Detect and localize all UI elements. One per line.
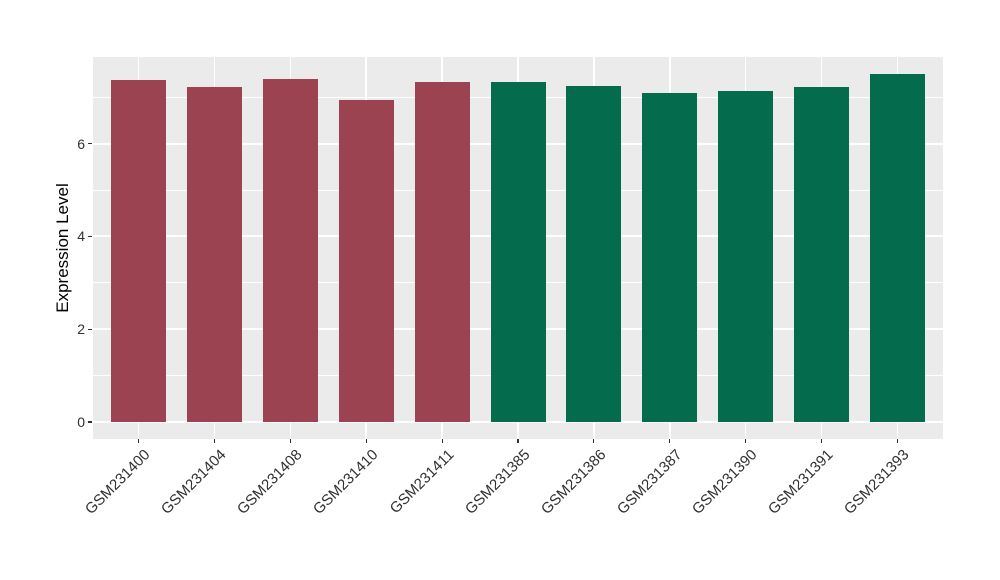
- x-tick: [289, 439, 291, 443]
- bar-GSM231386: [566, 85, 622, 422]
- bar-GSM231393: [869, 73, 925, 422]
- y-axis-title: Expression Level: [53, 183, 72, 313]
- bar-GSM231410: [338, 99, 394, 422]
- x-tick-label: GSM231411: [386, 446, 458, 518]
- y-tick-label: 2: [77, 321, 85, 338]
- y-tick-label: 4: [77, 228, 85, 245]
- x-tick: [896, 439, 899, 443]
- x-tick-label: GSM231390: [689, 446, 762, 518]
- x-tick: [365, 439, 367, 443]
- bar-GSM231411: [414, 82, 470, 422]
- y-tick-label: 6: [77, 135, 85, 152]
- x-tick-label: GSM231387: [613, 446, 686, 518]
- x-tick: [213, 439, 216, 443]
- x-tick: [820, 439, 823, 443]
- y-tick: [88, 421, 92, 423]
- bar-GSM231400: [111, 79, 167, 422]
- x-tick-label: GSM231391: [765, 446, 837, 518]
- x-tick: [745, 439, 747, 443]
- y-tick: [88, 328, 92, 330]
- bar-GSM231385: [490, 81, 546, 422]
- x-tick: [137, 439, 140, 443]
- x-tick: [593, 439, 595, 443]
- y-tick: [88, 143, 92, 145]
- x-tick: [441, 439, 443, 443]
- bar-GSM231408: [262, 78, 318, 422]
- x-tick-label: GSM231400: [82, 446, 154, 518]
- y-tick: [88, 235, 92, 237]
- bar-GSM231387: [642, 93, 698, 422]
- y-tick-label: 0: [77, 414, 85, 430]
- bar-GSM231391: [794, 86, 850, 422]
- x-tick-label: GSM231410: [309, 446, 382, 518]
- x-tick: [517, 439, 519, 443]
- bar-GSM231390: [718, 90, 774, 422]
- x-tick-label: GSM231385: [461, 446, 534, 518]
- x-tick-label: GSM231393: [841, 446, 913, 518]
- x-tick-label: GSM231386: [537, 446, 610, 518]
- x-tick: [669, 439, 671, 443]
- bar-GSM231404: [186, 87, 242, 422]
- x-tick-label: GSM231404: [158, 446, 230, 518]
- x-tick-label: GSM231408: [234, 446, 306, 518]
